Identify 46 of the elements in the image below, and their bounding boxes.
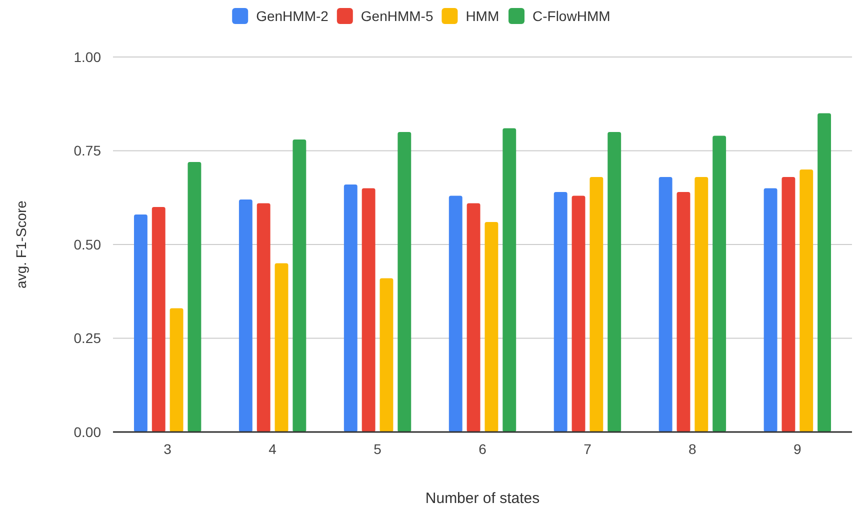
bar bbox=[188, 162, 202, 432]
bar bbox=[502, 128, 516, 432]
y-tick-label: 1.00 bbox=[74, 48, 102, 65]
x-axis-title: Number of states bbox=[425, 490, 540, 507]
bar bbox=[554, 192, 568, 432]
bar bbox=[274, 263, 288, 432]
bar bbox=[590, 177, 604, 432]
x-tick-label: 6 bbox=[478, 441, 487, 457]
x-tick-label: 7 bbox=[584, 441, 592, 457]
bar bbox=[800, 170, 814, 432]
x-tick-label: 3 bbox=[164, 441, 172, 457]
y-tick-label: 0.25 bbox=[74, 330, 102, 346]
bar bbox=[608, 132, 622, 432]
bar bbox=[398, 132, 412, 432]
bar bbox=[676, 192, 690, 432]
bar bbox=[362, 188, 376, 432]
bar bbox=[782, 177, 796, 432]
bar bbox=[256, 203, 270, 432]
bar bbox=[134, 214, 148, 432]
x-tick-label: 8 bbox=[688, 441, 697, 457]
y-tick-label: 0.50 bbox=[74, 236, 102, 252]
legend-label: C-FlowHMM bbox=[532, 8, 610, 24]
y-axis-title: avg. F1-Score bbox=[13, 200, 29, 288]
x-tick-label: 9 bbox=[794, 441, 802, 457]
bar bbox=[152, 207, 166, 432]
y-tick-label: 0.00 bbox=[74, 424, 102, 440]
bar bbox=[764, 188, 778, 432]
x-tick-label: 5 bbox=[374, 441, 382, 457]
bar bbox=[448, 196, 462, 432]
bar bbox=[818, 113, 832, 432]
bar bbox=[344, 184, 358, 432]
bar bbox=[658, 177, 672, 432]
legend-label: GenHMM-2 bbox=[256, 8, 329, 24]
bar bbox=[292, 140, 306, 432]
bar bbox=[466, 203, 480, 432]
bar bbox=[712, 136, 726, 432]
x-tick-label: 4 bbox=[268, 441, 277, 457]
y-tick-label: 0.75 bbox=[74, 142, 102, 159]
bar bbox=[380, 278, 394, 432]
bar bbox=[238, 200, 252, 432]
legend-label: GenHMM-5 bbox=[360, 8, 434, 24]
legend-label: HMM bbox=[466, 8, 500, 24]
bar bbox=[484, 222, 498, 432]
bar bbox=[170, 308, 184, 432]
bar bbox=[694, 177, 708, 432]
bar bbox=[572, 196, 586, 432]
